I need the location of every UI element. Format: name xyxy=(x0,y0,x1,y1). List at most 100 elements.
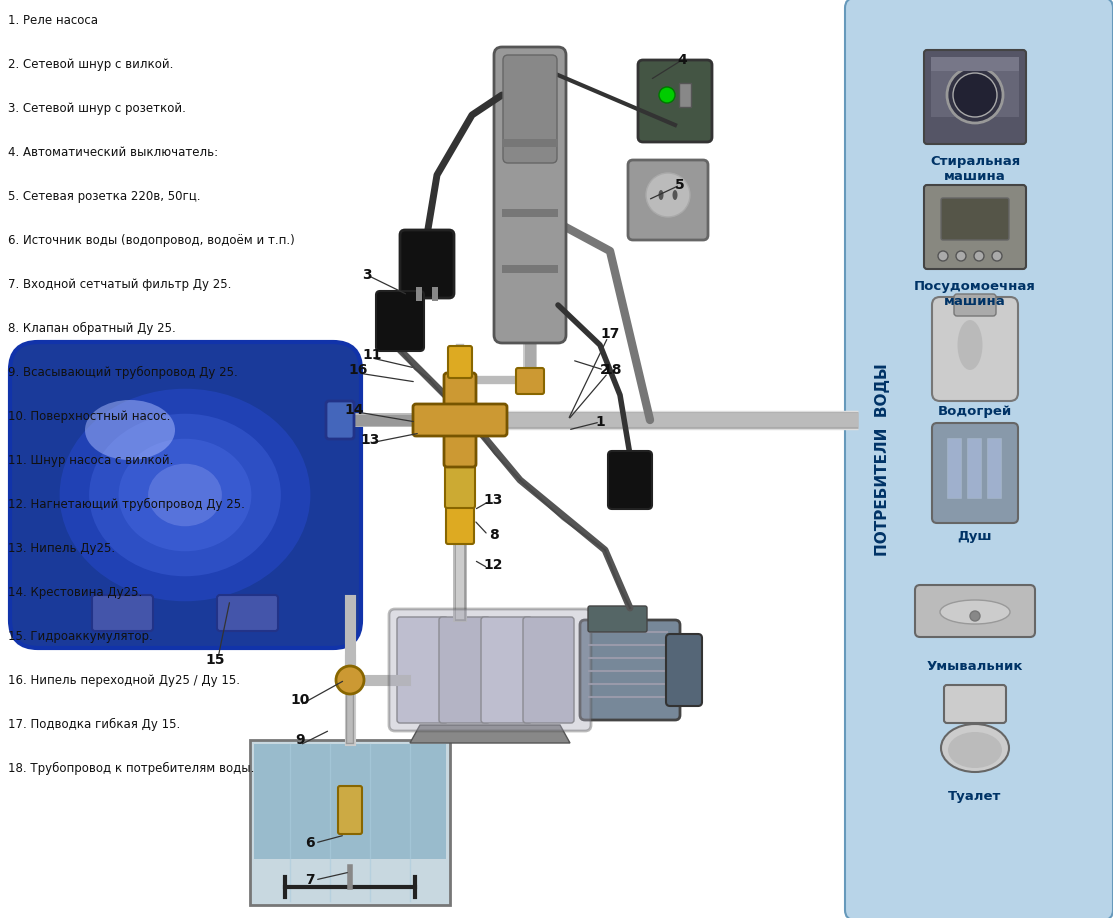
Text: 13: 13 xyxy=(483,493,503,507)
Text: 1. Реле насоса: 1. Реле насоса xyxy=(8,14,98,27)
Bar xyxy=(930,57,1020,71)
FancyBboxPatch shape xyxy=(413,404,508,436)
FancyBboxPatch shape xyxy=(446,496,474,544)
Text: 3. Сетевой шнур с розеткой.: 3. Сетевой шнур с розеткой. xyxy=(8,102,186,115)
FancyBboxPatch shape xyxy=(400,230,454,298)
Text: 12. Нагнетающий трубопровод Ду 25.: 12. Нагнетающий трубопровод Ду 25. xyxy=(8,498,245,511)
Ellipse shape xyxy=(659,190,663,200)
Circle shape xyxy=(971,611,981,621)
FancyBboxPatch shape xyxy=(449,346,472,378)
Ellipse shape xyxy=(148,464,221,526)
FancyBboxPatch shape xyxy=(628,160,708,240)
FancyBboxPatch shape xyxy=(580,620,680,720)
Text: 6: 6 xyxy=(305,836,315,850)
Bar xyxy=(254,744,446,859)
Text: 9: 9 xyxy=(295,733,305,747)
FancyBboxPatch shape xyxy=(445,452,475,508)
FancyBboxPatch shape xyxy=(516,368,544,394)
Ellipse shape xyxy=(119,439,252,551)
Ellipse shape xyxy=(940,724,1009,772)
Circle shape xyxy=(992,251,1002,261)
FancyBboxPatch shape xyxy=(523,617,574,723)
Text: Умывальник: Умывальник xyxy=(927,660,1023,673)
FancyBboxPatch shape xyxy=(494,47,567,343)
FancyBboxPatch shape xyxy=(845,0,1113,918)
Text: 13. Нипель Ду25.: 13. Нипель Ду25. xyxy=(8,542,115,555)
FancyBboxPatch shape xyxy=(930,57,1020,117)
Circle shape xyxy=(953,73,997,117)
Text: 11. Шнур насоса с вилкой.: 11. Шнур насоса с вилкой. xyxy=(8,454,174,467)
FancyBboxPatch shape xyxy=(924,50,1026,144)
Ellipse shape xyxy=(60,388,311,601)
Bar xyxy=(679,83,691,107)
FancyBboxPatch shape xyxy=(376,291,424,351)
Text: 9. Всасывающий трубопровод Ду 25.: 9. Всасывающий трубопровод Ду 25. xyxy=(8,366,238,379)
Text: 5. Сетевая розетка 220в, 50гц.: 5. Сетевая розетка 220в, 50гц. xyxy=(8,190,200,203)
Text: 13: 13 xyxy=(361,433,380,447)
Text: 17: 17 xyxy=(600,327,620,341)
Ellipse shape xyxy=(89,414,280,577)
Text: Душ: Душ xyxy=(957,530,993,543)
Text: 8: 8 xyxy=(489,528,499,542)
Ellipse shape xyxy=(672,190,678,200)
FancyBboxPatch shape xyxy=(481,617,532,723)
Text: 16. Нипель переходной Ду25 / Ду 15.: 16. Нипель переходной Ду25 / Ду 15. xyxy=(8,674,240,687)
FancyBboxPatch shape xyxy=(608,451,652,509)
FancyBboxPatch shape xyxy=(503,55,556,163)
FancyBboxPatch shape xyxy=(10,342,361,648)
Bar xyxy=(416,287,422,301)
Text: 8. Клапан обратный Ду 25.: 8. Клапан обратный Ду 25. xyxy=(8,322,176,335)
Text: 5: 5 xyxy=(676,178,684,192)
FancyBboxPatch shape xyxy=(338,786,362,834)
Bar xyxy=(250,740,450,905)
Text: 14: 14 xyxy=(344,403,364,417)
Text: 10. Поверхностный насос.: 10. Поверхностный насос. xyxy=(8,410,170,423)
Text: 2. Сетевой шнур с вилкой.: 2. Сетевой шнур с вилкой. xyxy=(8,58,174,71)
FancyBboxPatch shape xyxy=(444,373,476,467)
Circle shape xyxy=(938,251,948,261)
FancyBboxPatch shape xyxy=(932,423,1018,523)
Text: 7: 7 xyxy=(305,873,315,887)
Circle shape xyxy=(947,67,1003,123)
FancyBboxPatch shape xyxy=(397,617,449,723)
Text: 7. Входной сетчатый фильтр Ду 25.: 7. Входной сетчатый фильтр Ду 25. xyxy=(8,278,232,291)
Polygon shape xyxy=(410,725,570,743)
Bar xyxy=(502,139,558,147)
FancyBboxPatch shape xyxy=(92,595,152,631)
Text: Водогрей: Водогрей xyxy=(938,405,1012,418)
Circle shape xyxy=(974,251,984,261)
FancyBboxPatch shape xyxy=(944,685,1006,723)
Bar xyxy=(967,438,981,498)
Text: 17. Подводка гибкая Ду 15.: 17. Подводка гибкая Ду 15. xyxy=(8,718,180,731)
Text: 2: 2 xyxy=(600,363,610,377)
Text: 10: 10 xyxy=(290,693,309,707)
Ellipse shape xyxy=(948,732,1002,768)
Ellipse shape xyxy=(957,320,983,370)
Bar xyxy=(502,209,558,217)
Circle shape xyxy=(336,666,364,694)
FancyBboxPatch shape xyxy=(915,585,1035,637)
Text: 11: 11 xyxy=(362,348,382,362)
Text: 15. Гидроаккумулятор.: 15. Гидроаккумулятор. xyxy=(8,630,152,643)
FancyBboxPatch shape xyxy=(924,185,1026,269)
Text: Туалет: Туалет xyxy=(948,790,1002,803)
FancyBboxPatch shape xyxy=(588,606,647,632)
Text: 1: 1 xyxy=(595,415,604,429)
FancyBboxPatch shape xyxy=(638,60,712,142)
FancyBboxPatch shape xyxy=(446,425,474,465)
Ellipse shape xyxy=(85,400,175,460)
FancyBboxPatch shape xyxy=(439,617,490,723)
Text: 15: 15 xyxy=(205,653,225,667)
FancyBboxPatch shape xyxy=(954,294,996,316)
Ellipse shape xyxy=(940,600,1009,624)
Text: Стиральная
машина: Стиральная машина xyxy=(929,155,1021,183)
Circle shape xyxy=(659,87,674,103)
Text: 6. Источник воды (водопровод, водоём и т.п.): 6. Источник воды (водопровод, водоём и т… xyxy=(8,234,295,247)
FancyBboxPatch shape xyxy=(390,609,591,731)
Bar xyxy=(987,438,1001,498)
FancyBboxPatch shape xyxy=(326,401,354,439)
Text: 18. Трубопровод к потребителям воды.: 18. Трубопровод к потребителям воды. xyxy=(8,762,255,775)
Text: 4: 4 xyxy=(677,53,687,67)
Text: 18: 18 xyxy=(602,363,622,377)
Bar xyxy=(502,265,558,273)
